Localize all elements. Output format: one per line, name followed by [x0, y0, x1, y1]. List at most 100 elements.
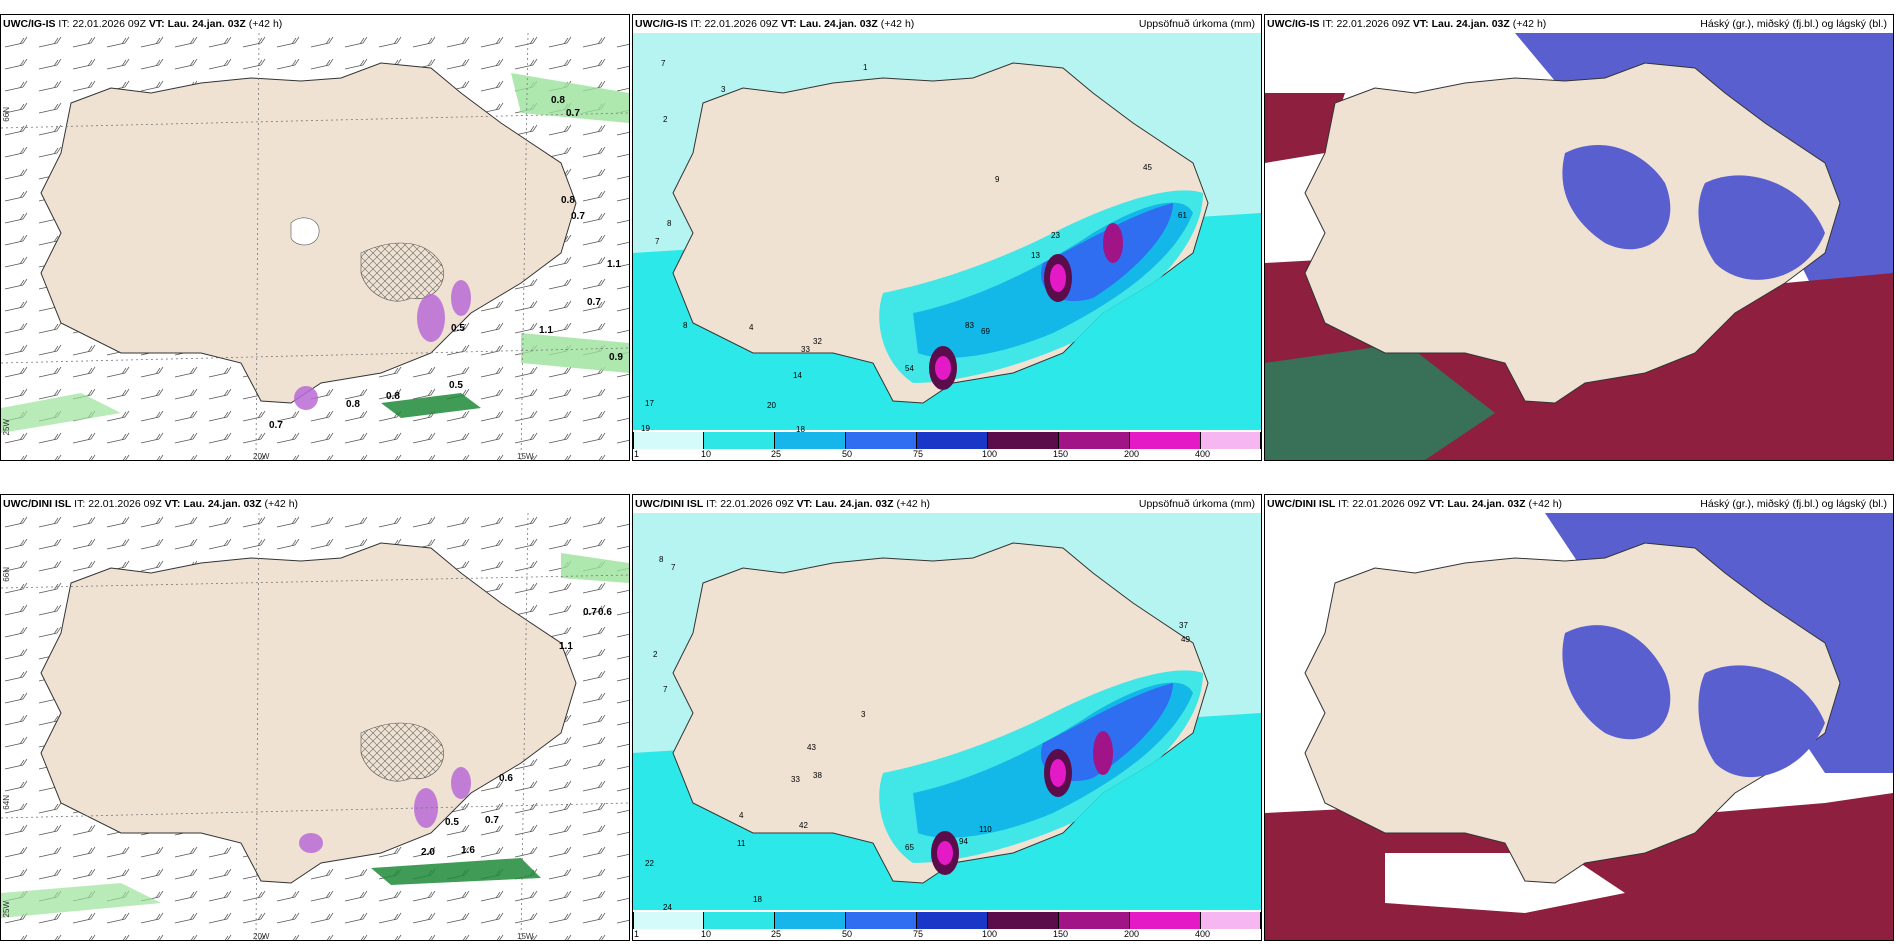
precip-value-label: 7 [671, 563, 676, 572]
panel-wind-row2: UWC/DINI ISL IT: 22.01.2026 09Z VT: Lau.… [0, 494, 630, 941]
wind-value-label: 0.6 [598, 607, 612, 618]
panel-header: UWC/DINI ISL IT: 22.01.2026 09Z VT: Lau.… [1267, 498, 1563, 510]
lat-label-66n: 66N [2, 567, 11, 582]
precip-value-label: 33 [801, 345, 810, 354]
colorbar-swatch [633, 432, 704, 449]
wind-value-label: 0.8 [551, 95, 565, 106]
precip-value-label: 38 [813, 771, 822, 780]
lat-label-66n: 66N [2, 107, 11, 122]
precip-value-label: 2 [653, 650, 658, 659]
precip-value-label: 61 [1178, 211, 1187, 220]
wind-value-label: 0.7 [583, 607, 597, 618]
cloud-map [1265, 513, 1893, 940]
colorbar-label: 1 [634, 449, 640, 459]
colorbar-label: 200 [1124, 449, 1140, 459]
precip-value-label: 45 [1143, 163, 1152, 172]
wind-value-label: 0.5 [449, 380, 463, 391]
panel-precip-row1: UWC/IG-IS IT: 22.01.2026 09Z VT: Lau. 24… [632, 14, 1262, 461]
colorbar-swatch [846, 912, 917, 929]
precip-value-label: 14 [793, 371, 802, 380]
colorbar-label: 10 [701, 449, 712, 459]
precip-value-label: 24 [663, 903, 672, 912]
colorbar-label: 400 [1195, 929, 1211, 939]
colorbar-label: 400 [1195, 449, 1211, 459]
precip-colorbar: 1 10 25 50 75 100 150 200 400 [633, 432, 1261, 460]
wind-map [1, 513, 629, 940]
colorbar-swatch [633, 912, 704, 929]
panel-cloud-row2: UWC/DINI ISL IT: 22.01.2026 09Z VT: Lau.… [1264, 494, 1894, 941]
precip-value-label: 43 [807, 743, 816, 752]
precip-value-label: 49 [1181, 635, 1190, 644]
precip-value-label: 7 [655, 237, 660, 246]
wind-value-label: 0.8 [346, 399, 360, 410]
colorbar-label: 1 [634, 929, 640, 939]
lat-label-25w: 25W [2, 419, 11, 436]
precip-value-label: 23 [1051, 231, 1060, 240]
precip-value-label: 8 [683, 321, 688, 330]
precip-title: Uppsöfnuð úrkoma (mm) [1138, 498, 1255, 510]
precip-value-label: 3 [861, 710, 866, 719]
colorbar-label: 100 [982, 929, 998, 939]
precip-map [633, 33, 1261, 430]
wind-value-label: 1.1 [559, 641, 573, 652]
panel-header: UWC/DINI ISL IT: 22.01.2026 09Z VT: Lau.… [3, 498, 299, 510]
colorbar-label: 50 [842, 929, 853, 939]
precip-value-label: 4 [739, 811, 744, 820]
colorbar-label: 50 [842, 449, 853, 459]
precip-value-label: 9 [995, 175, 1000, 184]
precip-value-label: 94 [959, 837, 968, 846]
wind-value-label: 0.7 [485, 815, 499, 826]
precip-value-label: 65 [905, 843, 914, 852]
colorbar-label: 10 [701, 929, 712, 939]
precip-value-label: 54 [905, 364, 914, 373]
lat-label-64n: 64N [2, 795, 11, 810]
wind-value-label: 0.7 [587, 297, 601, 308]
precip-value-label: 83 [965, 321, 974, 330]
precip-value-label: 20 [767, 401, 776, 410]
wind-value-label: 0.6 [499, 773, 513, 784]
wind-value-label: 1.1 [607, 259, 621, 270]
lon-label-20w: 20W [253, 452, 270, 461]
colorbar-swatch [917, 432, 988, 449]
precip-value-label: 37 [1179, 621, 1188, 630]
precip-value-label: 11 [737, 839, 746, 848]
precip-value-label: 2 [663, 115, 668, 124]
colorbar-swatch [775, 912, 846, 929]
colorbar-swatch [775, 432, 846, 449]
wind-value-label: 0.5 [451, 323, 465, 334]
panel-wind-row1: UWC/IG-IS IT: 22.01.2026 09Z VT: Lau. 24… [0, 14, 630, 461]
wind-value-label: 0.7 [269, 420, 283, 431]
colorbar-swatch [1130, 432, 1201, 449]
colorbar-label: 150 [1053, 929, 1069, 939]
panel-header: UWC/IG-IS IT: 22.01.2026 09Z VT: Lau. 24… [1267, 18, 1547, 30]
wind-value-label: 0.9 [609, 352, 623, 363]
colorbar-label: 25 [771, 449, 782, 459]
colorbar-label: 75 [913, 929, 924, 939]
cloud-title: Háský (gr.), miðský (fj.bl.) og lágský (… [1700, 498, 1887, 510]
precip-value-label: 13 [1031, 251, 1040, 260]
precip-value-label: 1 [863, 63, 868, 72]
wind-value-label: 0.7 [571, 211, 585, 222]
colorbar-label: 150 [1053, 449, 1069, 459]
wind-value-label: 1.1 [539, 325, 553, 336]
lon-label-15w: 15W [517, 932, 534, 941]
precip-value-label: 22 [645, 859, 654, 868]
panel-cloud-row1: UWC/IG-IS IT: 22.01.2026 09Z VT: Lau. 24… [1264, 14, 1894, 461]
panel-header: UWC/IG-IS IT: 22.01.2026 09Z VT: Lau. 24… [3, 18, 283, 30]
colorbar-swatch [1130, 912, 1201, 929]
precip-title: Uppsöfnuð úrkoma (mm) [1138, 18, 1255, 30]
panel-precip-row2: UWC/DINI ISL IT: 22.01.2026 09Z VT: Lau.… [632, 494, 1262, 941]
colorbar-swatch [704, 912, 775, 929]
colorbar-swatch [917, 912, 988, 929]
colorbar-swatch [846, 432, 917, 449]
precip-value-label: 7 [661, 59, 666, 68]
colorbar-swatch [1201, 432, 1261, 449]
precip-value-label: 42 [799, 821, 808, 830]
colorbar-swatch [1059, 432, 1130, 449]
precip-value-label: 8 [659, 555, 664, 564]
cloud-map [1265, 33, 1893, 460]
colorbar-label: 75 [913, 449, 924, 459]
precip-colorbar: 1 10 25 50 75 100 150 200 400 [633, 912, 1261, 940]
wind-value-label: 2.0 [421, 847, 435, 858]
precip-value-label: 18 [753, 895, 762, 904]
